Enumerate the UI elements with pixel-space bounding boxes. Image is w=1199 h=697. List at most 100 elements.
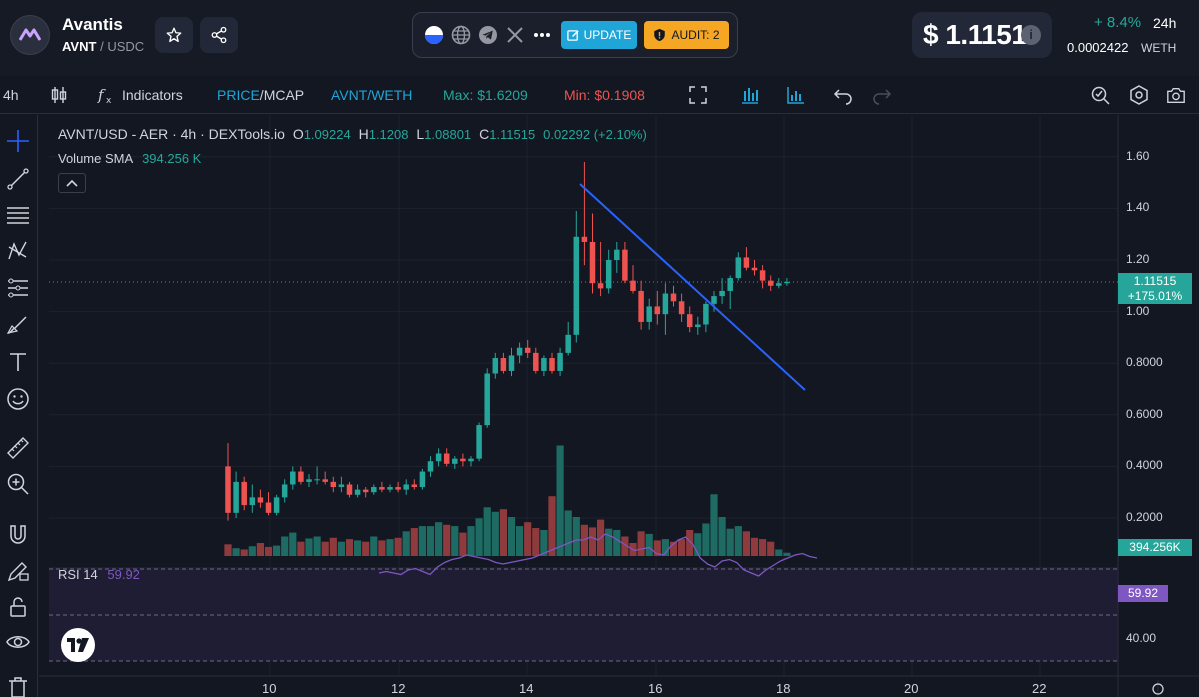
telegram-link[interactable] [477,24,499,46]
settings-icon[interactable] [1129,85,1149,105]
website-link[interactable] [450,24,472,46]
time-tick-label: 12 [391,681,406,696]
more-icon [534,33,550,37]
x-link[interactable] [504,24,526,46]
volume-value: 394.256 K [142,151,202,166]
candle-body [719,290,725,297]
last-price-value: 1.11515 [1133,274,1177,288]
candle-body [589,241,596,284]
volume-bar [305,538,313,556]
interval-selector[interactable]: 4h [3,87,19,103]
zoom-search-icon[interactable] [1090,85,1110,105]
candle-body [371,487,377,493]
ohlc-legend: AVNT/USD - AER · 4h · DEXTools.io O1.092… [58,126,647,142]
volume-chart-icon[interactable] [786,85,806,105]
update-button[interactable]: UPDATE [561,21,637,49]
candle-body [443,453,450,464]
lock-drawings-icon[interactable] [6,559,30,583]
candle-body [298,471,304,482]
rsi-legend: RSI 14 59.92 [58,567,140,582]
redo-icon[interactable] [872,85,892,105]
svg-text:x: x [106,96,112,105]
max-price-button[interactable]: Max: $1.6209 [443,87,528,103]
undo-icon[interactable] [833,85,853,105]
volume-bar [370,536,378,556]
star-icon [166,27,182,43]
drawn-trendline[interactable] [579,183,806,391]
brush-tool-icon[interactable] [6,313,30,337]
candle-body [452,458,458,464]
min-price-button[interactable]: Min: $0.1908 [564,87,645,103]
candle-body [395,487,401,490]
pair-toggle[interactable]: AVNT/WETH [331,87,413,103]
candle-body [646,306,652,322]
info-icon[interactable]: i [1021,25,1041,45]
gear-icon[interactable] [1152,683,1164,695]
price-mcap-toggle[interactable]: PRICE/MCAP [217,87,305,103]
indicators-icon: f x [97,86,112,105]
candle-body [654,306,661,315]
projection-tool-icon[interactable] [6,276,30,300]
price-chart[interactable] [39,115,1199,697]
volume-bar [459,532,467,556]
tradingview-logo[interactable] [61,628,95,662]
volume-bar [702,523,710,556]
pattern-tool-icon[interactable] [6,239,30,263]
fib-tool-icon[interactable] [6,203,30,227]
rsi-value: 59.92 [107,567,140,582]
crosshair-icon[interactable] [6,129,30,153]
mcap-option[interactable]: MCAP [263,87,305,103]
candle-body [249,497,256,506]
bars-chart-icon[interactable] [740,85,760,105]
price-option[interactable]: PRICE [217,87,260,103]
volume-bar [613,530,621,556]
zoom-in-icon[interactable] [6,472,30,496]
volume-bar [362,541,370,556]
candle-body [314,479,320,481]
volume-bar [264,546,273,556]
rsi-tick-label: 40.00 [1126,631,1157,645]
volume-bar [548,496,556,556]
time-tick-label: 18 [776,681,791,696]
candle-body [686,314,693,328]
candle-body [257,497,264,503]
volume-bar [669,541,678,556]
eye-icon[interactable] [6,630,30,654]
volume-bar [499,509,507,556]
audit-button[interactable]: AUDIT: 2 [644,21,729,49]
text-tool-icon[interactable] [6,350,30,374]
volume-bar [378,540,386,556]
volume-bar [759,539,767,556]
magnet-icon[interactable] [6,523,30,547]
lock-icon[interactable] [6,595,30,619]
candle-body [484,373,490,426]
candle-body [354,489,361,495]
camera-icon[interactable] [1166,85,1186,105]
indicators-button[interactable]: Indicators [122,87,183,103]
collapse-legend-button[interactable] [58,173,86,193]
fullscreen-icon[interactable] [688,85,708,105]
trendline-tool-icon[interactable] [6,167,30,191]
favorite-button[interactable] [155,17,193,53]
candle-body [322,479,328,482]
candle-style-icon[interactable] [49,85,69,105]
volume-bar [289,532,297,556]
more-links-button[interactable] [531,24,553,46]
share-button[interactable] [200,17,238,53]
candle-body [565,334,571,353]
chart-symbol-title[interactable]: AVNT/USD - AER · 4h · DEXTools.io [58,126,285,142]
change-value: 0.02292 (+2.10%) [543,127,647,142]
candle-body [338,484,345,488]
candle-body [735,257,742,279]
chain-link[interactable] [423,24,445,46]
emoji-tool-icon[interactable] [6,387,30,411]
volume-bar [605,528,613,556]
candle-body [233,481,239,513]
candle-body [273,497,280,513]
volume-bar [742,531,750,556]
trash-icon[interactable] [6,673,30,697]
ruler-tool-icon[interactable] [6,436,30,460]
axis-settings-button[interactable] [1152,683,1164,695]
pair-separator: / [100,39,104,54]
token-logo[interactable] [10,15,50,55]
